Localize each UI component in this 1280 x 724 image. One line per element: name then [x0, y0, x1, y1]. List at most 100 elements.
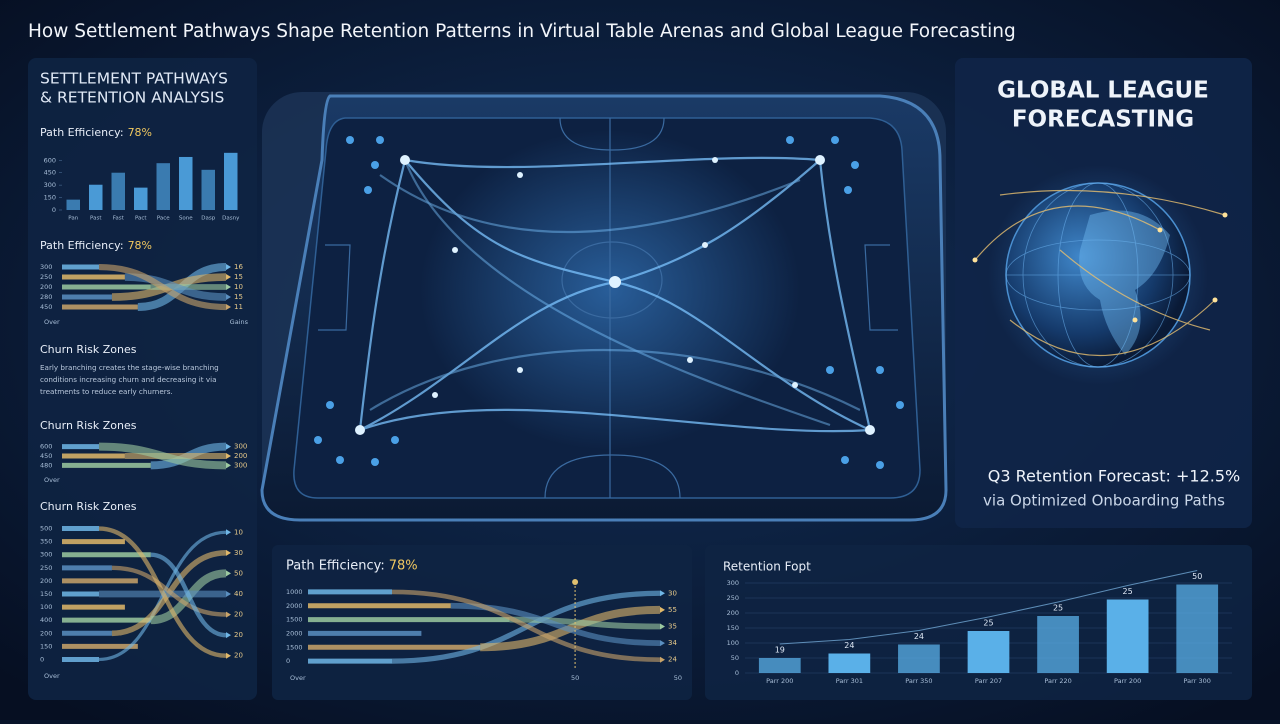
- x-tick-label: Pan: [68, 216, 78, 222]
- source-label: 200: [40, 577, 52, 585]
- source-label: 150: [40, 642, 52, 650]
- source-label: 2000: [286, 629, 303, 637]
- target-label: 10: [234, 283, 243, 291]
- marker-label: 50: [571, 674, 579, 682]
- y-tick-label: 100: [727, 639, 739, 647]
- source-label: 350: [40, 538, 52, 546]
- arrow-head: [660, 623, 665, 630]
- arrow-head: [226, 570, 231, 577]
- source-label: 450: [40, 452, 52, 460]
- target-label: 20: [234, 631, 243, 639]
- bar: [111, 172, 125, 210]
- globe-illustration: [972, 165, 1228, 385]
- source-label: 0: [40, 655, 44, 663]
- chart-title: Churn Risk Zones: [40, 500, 137, 513]
- x-tick-label: Pace: [157, 216, 170, 222]
- target-label: 30: [668, 589, 677, 597]
- arrow-head: [226, 632, 231, 639]
- arrow-head: [226, 549, 231, 556]
- chart-highlight: 78%: [128, 126, 152, 139]
- bar: [1106, 599, 1149, 673]
- trend-line: [779, 570, 1198, 645]
- x-tick-label: Past: [90, 216, 102, 222]
- arrow-head: [226, 652, 231, 659]
- y-tick-label: 450: [44, 169, 56, 177]
- source-label: 480: [40, 461, 52, 469]
- forecast-value: Q3 Retention Forecast: +12.5%: [988, 467, 1241, 486]
- y-tick-label: 0: [52, 206, 56, 214]
- target-label: 24: [668, 656, 677, 664]
- source-label: 300: [40, 551, 52, 559]
- source-label: 200: [40, 629, 52, 637]
- bar-annotation: 24: [844, 641, 854, 650]
- chart-title: Churn Risk Zones: [40, 419, 137, 432]
- target-label: 40: [234, 590, 243, 598]
- x-tick-label: Fast: [113, 216, 125, 222]
- x-axis-label: Over: [44, 672, 60, 680]
- flow-ribbon: [391, 589, 661, 663]
- arrow-head: [660, 606, 665, 613]
- y-tick-label: 150: [727, 624, 739, 632]
- section-title: Churn Risk Zones: [40, 343, 137, 356]
- y-tick-label: 250: [727, 594, 739, 602]
- bar-annotation: 19: [775, 646, 785, 655]
- arrow-head: [660, 656, 665, 663]
- forecast-subtitle: via Optimized Onboarding Paths: [983, 492, 1225, 510]
- chart-title: Path Efficiency:: [40, 126, 124, 139]
- x-axis-label: Over: [44, 318, 60, 326]
- x-tick-label: Parr 207: [975, 677, 1002, 685]
- bar: [224, 152, 238, 210]
- page-title: How Settlement Pathways Shape Retention …: [28, 21, 1016, 42]
- target-label: 55: [668, 606, 677, 614]
- arrow-head: [226, 304, 231, 310]
- target-label: 300: [234, 461, 247, 469]
- x-tick-label: Parr 220: [1044, 677, 1071, 685]
- arrow-head: [226, 264, 231, 270]
- source-label: 150: [40, 590, 52, 598]
- arrow-head: [226, 294, 231, 300]
- chart-highlight: 78%: [389, 559, 418, 574]
- bar: [66, 199, 80, 210]
- panel-heading: GLOBAL LEAGUE: [997, 78, 1209, 104]
- bar: [1037, 616, 1079, 673]
- bar: [179, 156, 193, 210]
- target-label: 16: [234, 263, 243, 271]
- bar-annotation: 25: [1123, 587, 1133, 596]
- bar-annotation: 50: [1192, 572, 1202, 581]
- source-label: 300: [40, 263, 52, 271]
- source-label: 600: [40, 443, 52, 451]
- panel-heading: FORECASTING: [1012, 107, 1194, 133]
- arrow-head: [226, 591, 231, 597]
- target-label: 35: [668, 623, 677, 631]
- target-label: 20: [234, 611, 243, 619]
- x-tick-label: Parr 300: [1184, 677, 1211, 685]
- chart-highlight: 78%: [128, 239, 152, 252]
- bar: [1176, 584, 1219, 673]
- target-label: 34: [668, 639, 677, 647]
- bar-annotation: 25: [983, 619, 993, 628]
- x-axis-label: 50: [674, 674, 682, 682]
- x-tick-label: Dasp: [201, 216, 215, 222]
- bar-annotation: 25: [1053, 604, 1063, 613]
- source-label: 1000: [286, 588, 303, 596]
- target-label: 30: [234, 549, 243, 557]
- source-label: 400: [40, 616, 52, 624]
- chart-title: Retention Fopt: [723, 560, 811, 574]
- bar: [828, 653, 871, 673]
- y-tick-label: 200: [727, 609, 739, 617]
- chart-title: Path Efficiency:: [40, 239, 124, 252]
- y-tick-label: 300: [44, 181, 56, 189]
- arrow-head: [226, 284, 231, 290]
- arrow-head: [226, 443, 231, 450]
- flow-ribbon: [150, 552, 227, 638]
- panel-heading: SETTLEMENT PATHWAYS: [40, 70, 228, 88]
- bar: [898, 644, 940, 673]
- y-tick-label: 150: [44, 194, 56, 202]
- source-label: 250: [40, 273, 52, 281]
- x-tick-label: Dasny: [222, 216, 240, 222]
- target-label: 200: [234, 452, 247, 460]
- target-label: 20: [234, 652, 243, 660]
- marker-dot: [572, 579, 579, 585]
